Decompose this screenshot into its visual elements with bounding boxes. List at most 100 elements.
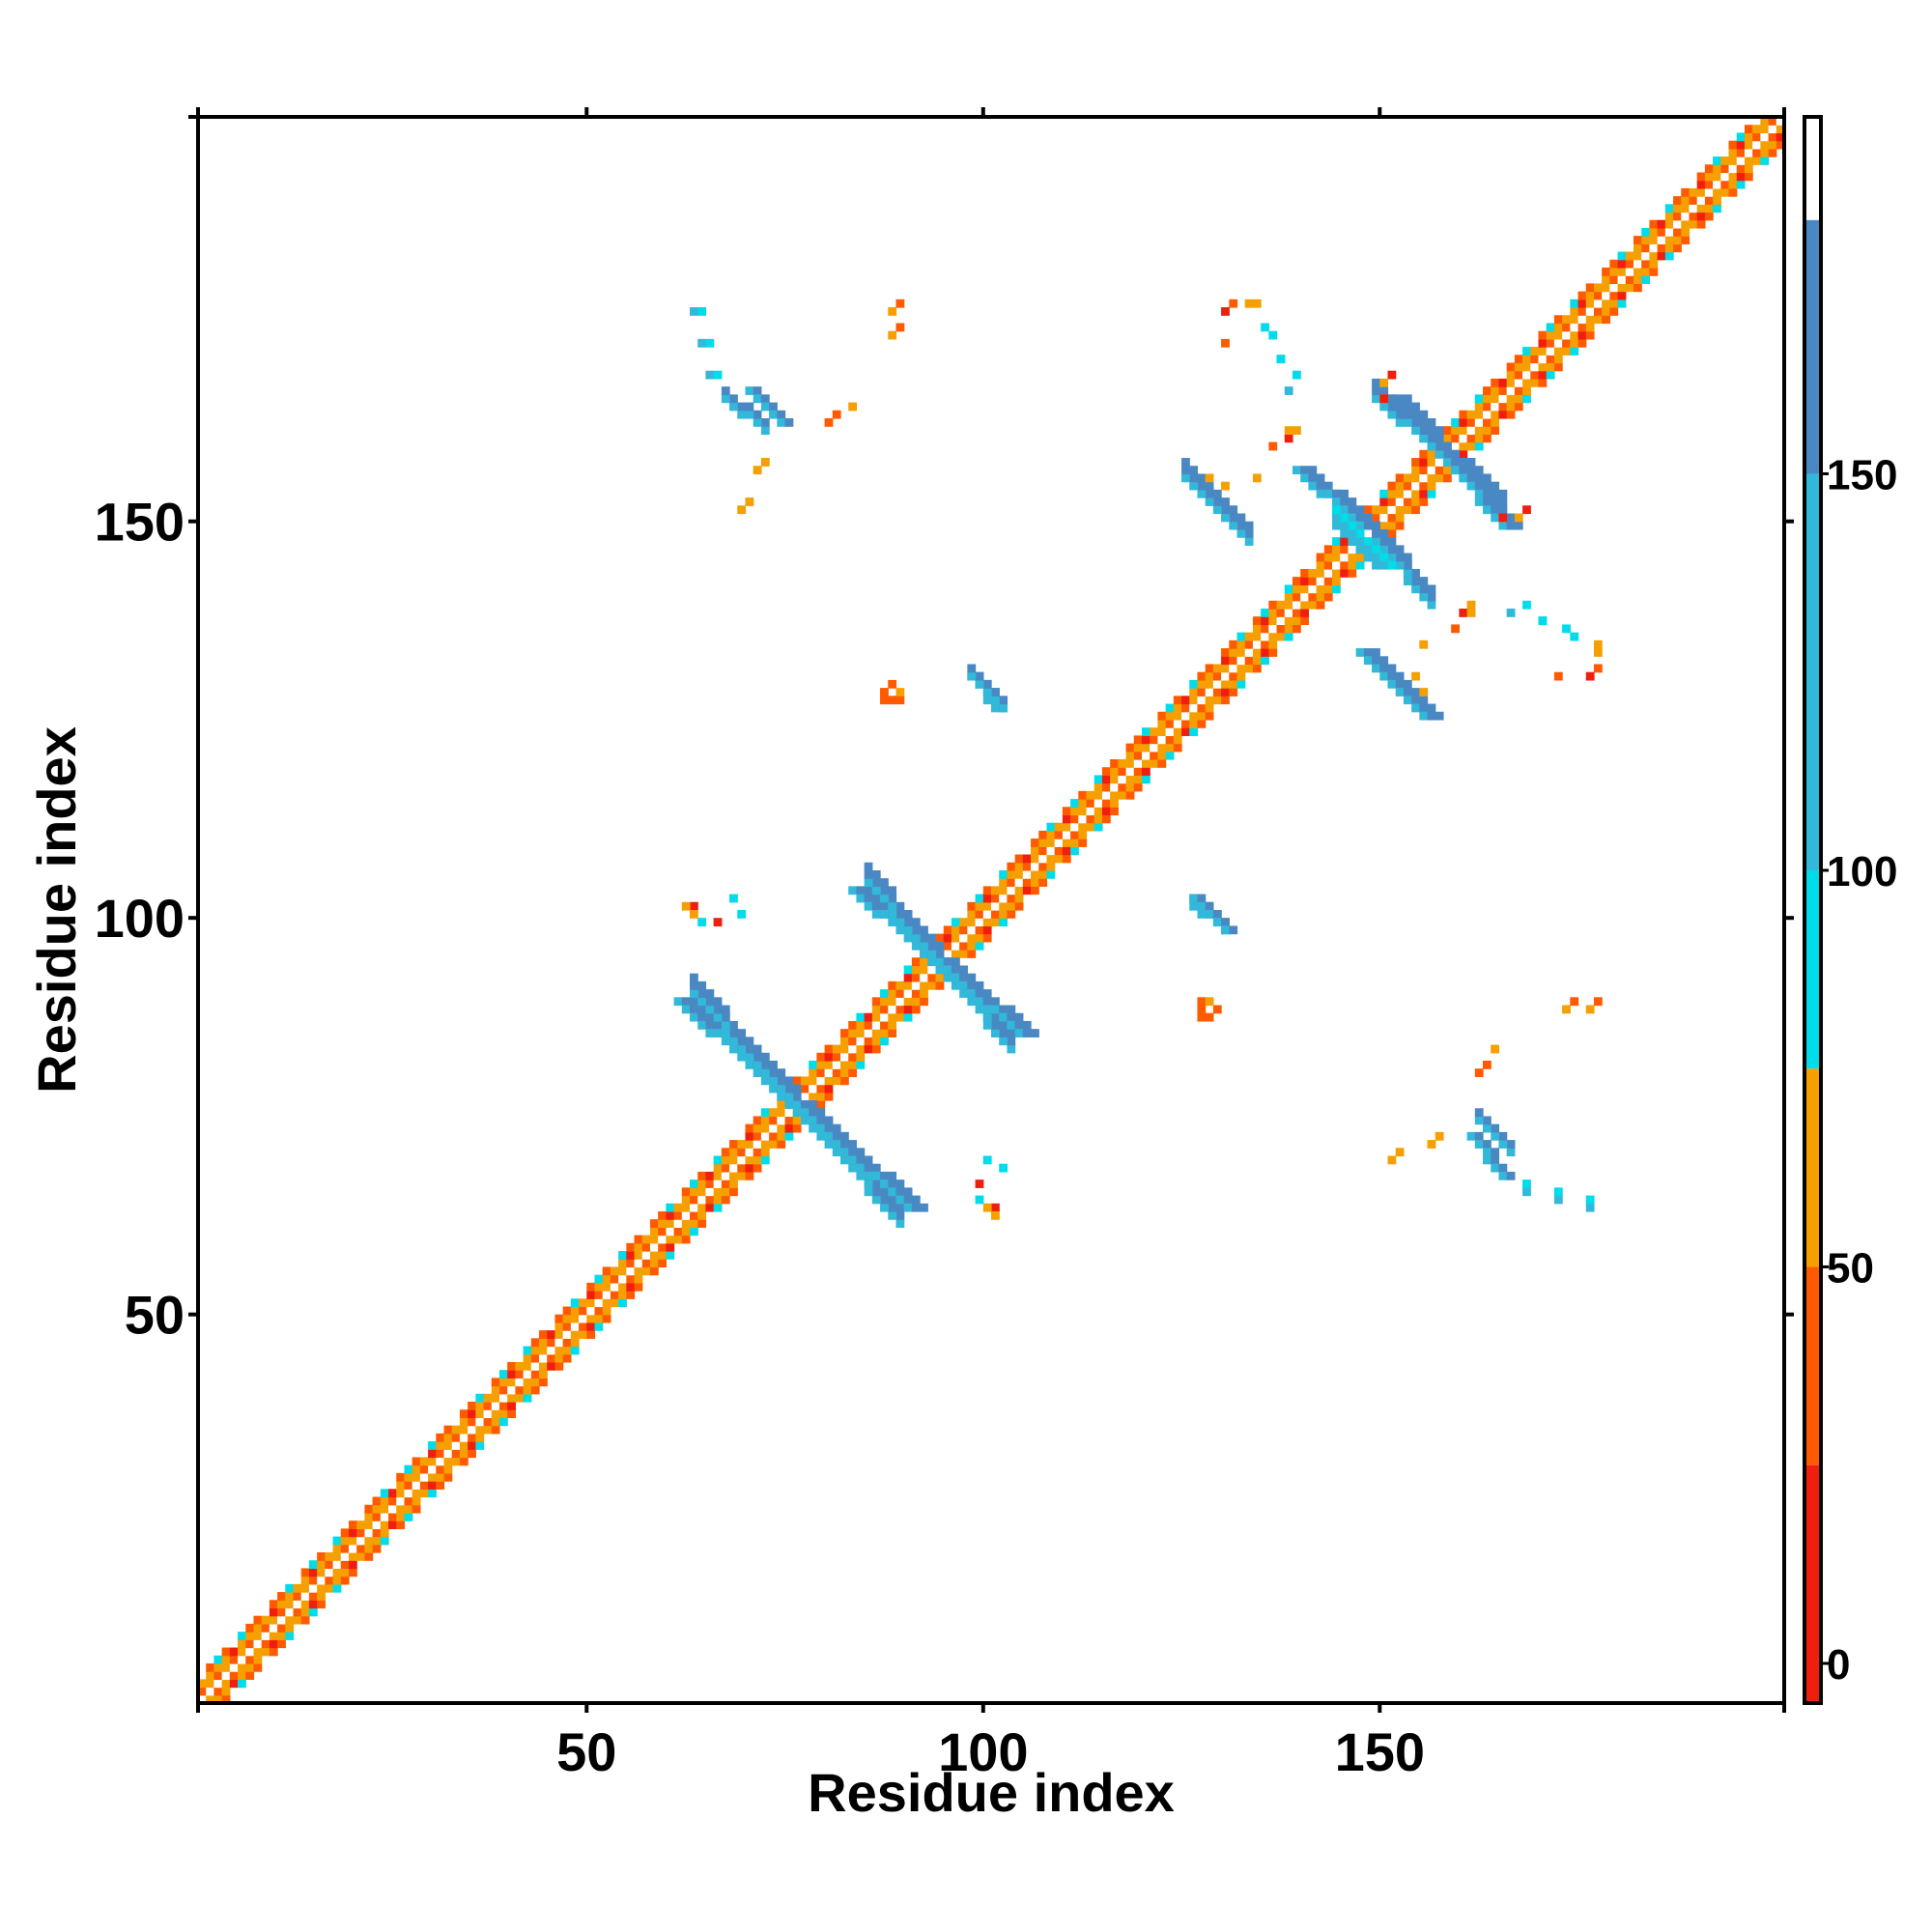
- heatmap-cell: [1007, 894, 1016, 903]
- heatmap-cell: [816, 1123, 826, 1133]
- heatmap-cell: [1379, 545, 1389, 554]
- heatmap-cell: [562, 1321, 572, 1331]
- heatmap-cell: [1372, 521, 1380, 530]
- heatmap-cell: [372, 1528, 382, 1538]
- heatmap-cell: [824, 1140, 834, 1149]
- heatmap-cell: [721, 1163, 730, 1173]
- heatmap-cell: [1094, 775, 1103, 784]
- heatmap-cell: [1205, 489, 1214, 498]
- heatmap-cell: [991, 703, 1000, 713]
- heatmap-cell: [570, 1298, 580, 1308]
- heatmap-cell: [1197, 671, 1207, 681]
- heatmap-cell: [809, 1076, 817, 1086]
- heatmap-cell: [1101, 775, 1111, 784]
- heatmap-cell: [753, 1123, 762, 1133]
- heatmap-cell: [1657, 243, 1666, 253]
- heatmap-cell: [229, 1671, 239, 1680]
- heatmap-cell: [832, 1044, 841, 1054]
- heatmap-cell: [530, 1378, 540, 1387]
- heatmap-cell: [1681, 219, 1690, 229]
- heatmap-cell: [1229, 298, 1238, 308]
- heatmap-cell: [769, 1108, 778, 1118]
- heatmap-cell: [1641, 236, 1651, 244]
- heatmap-cell: [507, 1361, 516, 1371]
- heatmap-cell: [317, 1576, 326, 1585]
- heatmap-cell: [388, 1512, 397, 1521]
- heatmap-cell: [562, 1353, 572, 1363]
- heatmap-cell: [1427, 466, 1436, 475]
- heatmap-cell: [332, 1552, 342, 1561]
- heatmap-cell: [491, 1378, 500, 1387]
- heatmap-cell: [206, 1662, 215, 1672]
- heatmap-cell: [507, 1402, 516, 1410]
- heatmap-cell: [1221, 696, 1230, 705]
- heatmap-cell: [1585, 315, 1595, 325]
- heatmap-cell: [1459, 473, 1468, 483]
- heatmap-cell: [523, 1353, 532, 1363]
- heatmap-cell: [221, 1687, 231, 1696]
- heatmap-cell: [1506, 513, 1516, 523]
- heatmap-cell: [1212, 1005, 1222, 1014]
- heatmap-cell: [1634, 275, 1642, 285]
- heatmap-cell: [967, 910, 977, 919]
- heatmap-cell: [1173, 727, 1182, 736]
- heatmap-cell: [824, 1068, 834, 1078]
- heatmap-cell: [880, 894, 889, 903]
- heatmap-cell: [1300, 568, 1309, 578]
- heatmap-cell: [760, 1076, 770, 1086]
- heatmap-cell: [1403, 568, 1412, 578]
- heatmap-cell: [1744, 140, 1753, 150]
- heatmap-cell: [729, 1037, 738, 1046]
- heatmap-cell: [213, 1694, 223, 1703]
- heatmap-cell: [1070, 846, 1079, 856]
- heatmap-cell: [903, 965, 913, 975]
- heatmap-cell: [618, 1298, 627, 1308]
- heatmap-cell: [1110, 799, 1119, 808]
- heatmap-cell: [951, 918, 960, 927]
- heatmap-cell: [1007, 910, 1016, 919]
- heatmap-cell: [1474, 417, 1484, 427]
- heatmap-cell: [372, 1544, 382, 1553]
- heatmap-cell: [1022, 862, 1032, 871]
- heatmap-cell: [721, 1012, 730, 1022]
- heatmap-cell: [658, 1259, 667, 1268]
- heatmap-cell: [777, 1123, 786, 1133]
- heatmap-cell: [1332, 584, 1341, 594]
- heatmap-cell: [396, 1489, 406, 1498]
- heatmap-cell: [920, 980, 928, 990]
- heatmap-cell: [721, 394, 730, 404]
- heatmap-cell: [991, 910, 1000, 919]
- heatmap-cell: [634, 1242, 643, 1252]
- heatmap-cell: [1101, 799, 1111, 808]
- heatmap-cell: [1411, 577, 1420, 585]
- heatmap-cell: [356, 1544, 366, 1553]
- heatmap-cell: [1014, 854, 1024, 864]
- heatmap-cell: [1498, 513, 1508, 523]
- heatmap-cell: [753, 1155, 762, 1165]
- heatmap-cell: [1562, 338, 1571, 348]
- heatmap-cell: [1189, 473, 1199, 483]
- x-tick-label: 150: [1335, 1721, 1425, 1782]
- heatmap-cell: [903, 973, 913, 982]
- heatmap-cell: [705, 338, 715, 348]
- heatmap-cell: [626, 1266, 636, 1276]
- heatmap-cell: [967, 997, 977, 1007]
- heatmap-cell: [1031, 862, 1039, 871]
- heatmap-cell: [1673, 212, 1682, 221]
- y-tick-label: 150: [95, 492, 185, 553]
- heatmap-cell: [880, 878, 889, 887]
- heatmap-cell: [1474, 489, 1484, 498]
- heatmap-cell: [380, 1504, 389, 1514]
- heatmap-cell: [1538, 355, 1548, 364]
- heatmap-cell: [554, 1353, 564, 1363]
- heatmap-cell: [1205, 473, 1214, 483]
- heatmap-cell: [871, 1163, 881, 1173]
- heatmap-cell: [1355, 553, 1365, 562]
- heatmap-cell: [888, 679, 897, 689]
- heatmap-cell: [1411, 489, 1420, 498]
- heatmap-cell: [1562, 624, 1571, 634]
- heatmap-cell: [1007, 1037, 1016, 1046]
- heatmap-cell: [325, 1576, 334, 1585]
- heatmap-cell: [285, 1607, 295, 1617]
